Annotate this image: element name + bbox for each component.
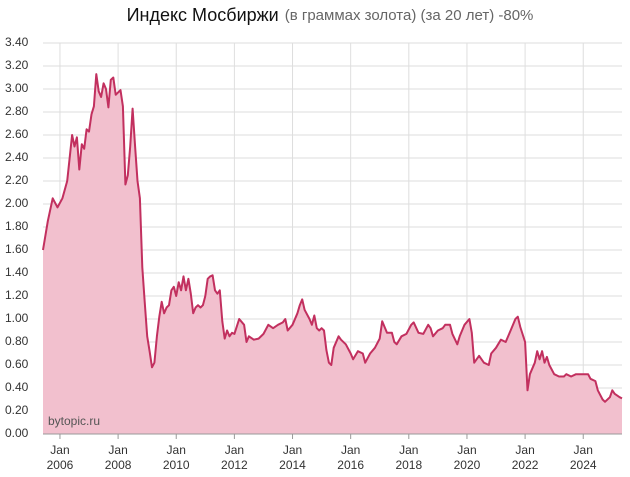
- y-tick-label: 2.40: [5, 150, 29, 164]
- x-tick-label: Jan 2008: [104, 443, 132, 472]
- y-tick-label: 0.00: [5, 426, 29, 440]
- y-tick-label: 2.60: [5, 127, 29, 141]
- x-tick-label: Jan 2022: [511, 443, 539, 472]
- y-tick-label: 3.00: [5, 81, 29, 95]
- chart-heading: Индекс Мосбиржи (в граммах золота) (за 20…: [127, 5, 534, 25]
- y-tick-label: 2.20: [5, 173, 29, 187]
- y-tick-label: 3.40: [5, 35, 29, 49]
- y-tick-label: 2.80: [5, 104, 29, 118]
- x-tick-label: Jan 2014: [279, 443, 306, 472]
- chart-subtitle: (в граммах золота) (за 20 лет) -80%: [285, 7, 534, 24]
- line: [42, 73, 623, 403]
- x-tick-label: Jan 2006: [46, 443, 74, 472]
- x-tick-label: Jan 2016: [337, 443, 364, 472]
- y-tick-label: 0.40: [5, 380, 29, 394]
- x-tick-label: Jan 2020: [453, 443, 481, 472]
- y-tick-label: 1.20: [5, 288, 29, 302]
- y-tick-label: 1.80: [5, 219, 29, 233]
- y-tick-label: 0.80: [5, 334, 29, 348]
- y-tick-label: 3.20: [5, 58, 29, 72]
- x-tick-label: Jan 2024: [569, 443, 597, 472]
- x-tick-label: Jan 2012: [221, 443, 248, 472]
- y-tick-label: 1.40: [5, 265, 29, 279]
- y-tick-label: 0.60: [5, 357, 29, 371]
- x-tick-label: Jan 2010: [162, 443, 190, 472]
- watermark: bytopic.ru: [48, 414, 100, 428]
- y-tick-label: 0.20: [5, 403, 29, 417]
- area: [43, 74, 622, 434]
- chart-title: Индекс Мосбиржи: [127, 5, 279, 25]
- x-tick-label: Jan 2018: [395, 443, 423, 472]
- y-tick-label: 1.00: [5, 311, 29, 325]
- y-tick-label: 1.60: [5, 242, 29, 256]
- y-tick-label: 2.00: [5, 196, 29, 210]
